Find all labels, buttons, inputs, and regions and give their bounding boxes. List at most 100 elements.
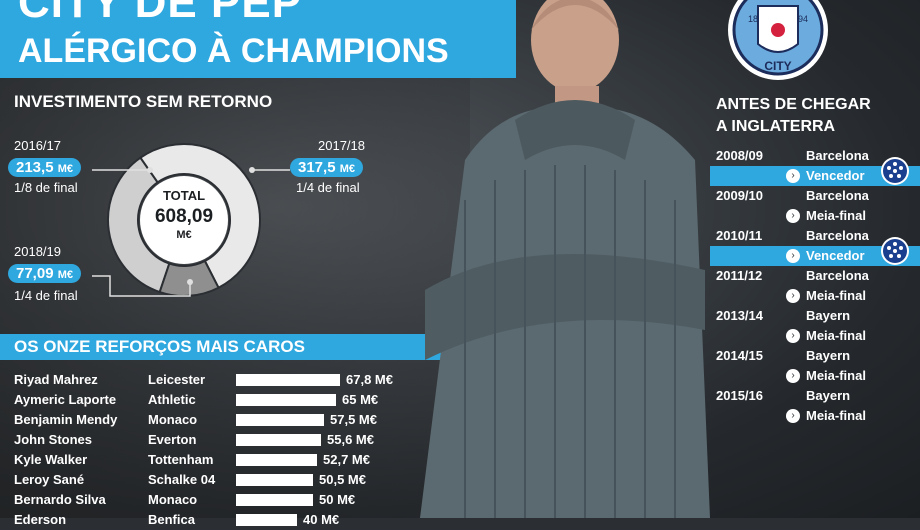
transfer-row: Aymeric Laporte Athletic 65 M€ [0, 390, 470, 410]
callout-lines [92, 167, 290, 297]
chevron-right-icon: › [786, 209, 800, 223]
before-result: Meia-final [806, 328, 866, 343]
transfer-club: Benfica [148, 512, 195, 527]
donut-center [140, 176, 228, 264]
transfer-player: Ederson [14, 512, 67, 527]
amount-2018-19: 77,09 M€ [8, 264, 81, 283]
transfers-title: OS ONZE REFORÇOS MAIS CAROS [14, 337, 305, 356]
total-label: TOTAL [162, 188, 206, 203]
before-season: 2009/10 [716, 188, 763, 203]
chevron-right-icon: › [786, 289, 800, 303]
before-row-result: › Vencedor [710, 246, 920, 266]
transfer-player: Bernardo Silva [14, 492, 106, 507]
transfer-fee: 57,5 M€ [330, 412, 377, 427]
champions-league-ball-icon [881, 157, 909, 185]
season-2016-17: 2016/17 [14, 138, 61, 153]
before-title-line1: ANTES DE CHEGAR [716, 96, 871, 113]
transfer-fee: 55,6 M€ [327, 432, 374, 447]
crest-year-right: 94 [798, 14, 808, 24]
chevron-right-icon: › [786, 369, 800, 383]
transfer-row: Bernardo Silva Monaco 50 M€ [0, 490, 470, 510]
transfer-row: Benjamin Mendy Monaco 57,5 M€ [0, 410, 470, 430]
crest-year-left: 18 [748, 14, 758, 24]
chevron-right-icon: › [786, 329, 800, 343]
headline-top-line: CITY DE PEP [18, 0, 303, 27]
chevron-right-icon: › [786, 409, 800, 423]
transfer-club: Schalke 04 [148, 472, 216, 487]
transfers-band [0, 334, 470, 360]
before-club: Barcelona [806, 148, 869, 163]
transfer-club: Monaco [148, 492, 198, 507]
donut-segment-2016-17 [107, 156, 171, 294]
before-england-title: ANTES DE CHEGAR A INGLATERRA [716, 94, 871, 138]
total-value: 608,09 [154, 206, 214, 227]
before-row-season: 2014/15 Bayern [710, 346, 920, 366]
transfer-club: Leicester [148, 372, 206, 387]
before-result: Meia-final [806, 368, 866, 383]
before-row-season: 2011/12 Barcelona [710, 266, 920, 286]
transfer-fee-bar [236, 474, 313, 486]
before-club: Barcelona [806, 188, 869, 203]
transfer-player: Kyle Walker [14, 452, 88, 467]
transfer-fee: 52,7 M€ [323, 452, 370, 467]
transfer-player: John Stones [14, 432, 93, 447]
transfer-row: Ederson Benfica 40 M€ [0, 510, 470, 530]
transfer-fee: 50 M€ [319, 492, 356, 507]
transfer-fee: 65 M€ [342, 392, 379, 407]
chevron-right-icon: › [786, 249, 800, 263]
before-club: Barcelona [806, 228, 869, 243]
investment-title: INVESTIMENTO SEM RETORNO [14, 92, 273, 111]
transfer-row: Riyad Mahrez Leicester 67,8 M€ [0, 370, 470, 390]
transfer-row: Kyle Walker Tottenham 52,7 M€ [0, 450, 470, 470]
before-club: Bayern [806, 388, 851, 403]
before-row-season: 2015/16 Bayern [710, 386, 920, 406]
headline-main-line: ALÉRGICO À CHAMPIONS [18, 32, 449, 70]
before-result: Vencedor [806, 168, 865, 183]
transfer-club: Tottenham [148, 452, 214, 467]
before-season: 2011/12 [716, 268, 763, 283]
investment-donut [107, 143, 261, 297]
transfer-player: Aymeric Laporte [14, 392, 117, 407]
stage-2017-18: 1/4 de final [296, 180, 360, 195]
before-club: Bayern [806, 308, 851, 323]
transfer-fee-bar [236, 414, 324, 426]
season-2017-18: 2017/18 [318, 138, 365, 153]
amount-2016-17: 213,5 M€ [8, 158, 81, 177]
before-season: 2008/09 [716, 148, 763, 163]
transfer-fee-bar [236, 454, 317, 466]
transfer-club: Athletic [148, 392, 196, 407]
transfer-player: Riyad Mahrez [14, 372, 98, 387]
transfer-fee-bar [236, 434, 321, 446]
before-row-season: 2008/09 Barcelona [710, 146, 920, 166]
transfer-club: Everton [148, 432, 197, 447]
before-result: Meia-final [806, 288, 866, 303]
before-season: 2013/14 [716, 308, 763, 323]
champions-league-ball-icon [881, 237, 909, 265]
headline-band [0, 0, 516, 78]
before-row-result: › Meia-final [710, 326, 920, 346]
before-season: 2014/15 [716, 348, 763, 363]
transfer-fee: 67,8 M€ [346, 372, 393, 387]
transfer-player: Leroy Sané [14, 472, 85, 487]
donut-segment-2018-19 [158, 259, 220, 297]
transfer-fee: 50,5 M€ [319, 472, 366, 487]
before-season: 2015/16 [716, 388, 763, 403]
before-season: 2010/11 [716, 228, 763, 243]
transfer-fee-bar [236, 374, 340, 386]
before-result: Meia-final [806, 208, 866, 223]
before-row-result: › Vencedor [710, 166, 920, 186]
transfer-player: Benjamin Mendy [14, 412, 118, 427]
man-city-crest-icon: 18 94 CITY [728, 0, 828, 80]
chevron-right-icon: › [786, 169, 800, 183]
donut-segment-2017-18 [139, 143, 261, 290]
transfer-fee-bar [236, 394, 336, 406]
crest-name: CITY [764, 59, 791, 73]
before-row-result: › Meia-final [710, 286, 920, 306]
before-club: Bayern [806, 348, 851, 363]
transfer-fee: 40 M€ [303, 512, 340, 527]
stage-2018-19: 1/4 de final [14, 288, 78, 303]
before-club: Barcelona [806, 268, 869, 283]
total-unit: M€ [176, 229, 192, 241]
before-row-result: › Meia-final [710, 206, 920, 226]
before-row-result: › Meia-final [710, 406, 920, 426]
